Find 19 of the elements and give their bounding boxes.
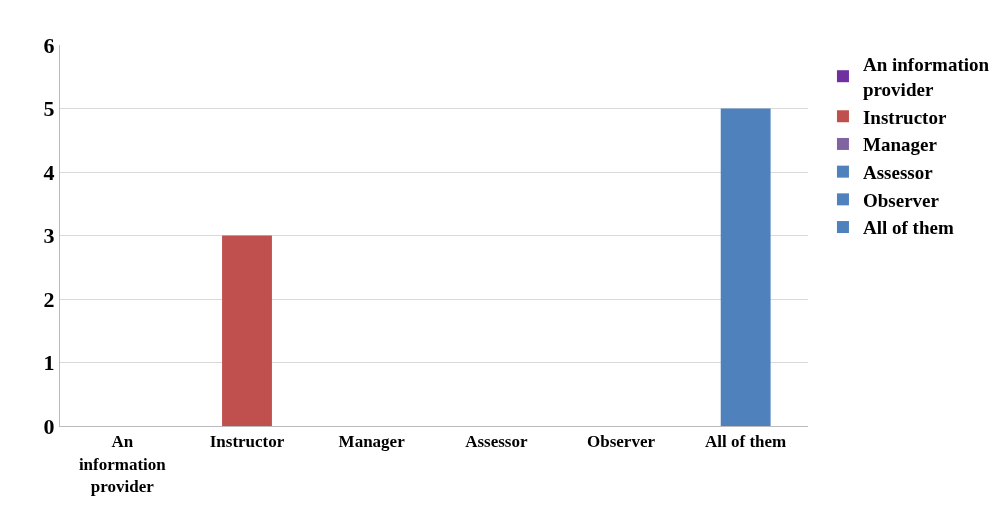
- x-tick-label: Manager: [338, 432, 406, 452]
- legend-label: Observer: [862, 189, 940, 211]
- x-tick-label: Instructor: [209, 432, 285, 452]
- y-tick-label: 1: [43, 350, 55, 376]
- x-tick-label: Assessor: [465, 432, 528, 452]
- y-tick-label: 6: [43, 32, 55, 58]
- x-tick-label: An information provider: [78, 432, 167, 496]
- x-tick-label: Observer: [587, 432, 656, 452]
- y-tick-label: 5: [43, 96, 55, 122]
- y-tick-label: 0: [43, 413, 55, 439]
- legend-label: An information provider: [862, 54, 990, 100]
- x-tick-label: All of them: [705, 432, 787, 452]
- legend-label: All of them: [862, 217, 954, 239]
- y-tick-label: 4: [43, 159, 55, 185]
- legend-label: Manager: [862, 134, 938, 156]
- legend-label: Instructor: [862, 106, 947, 128]
- legend-label: Assessor: [862, 162, 934, 184]
- y-tick-label: 3: [43, 223, 55, 249]
- y-tick-label: 2: [43, 286, 55, 312]
